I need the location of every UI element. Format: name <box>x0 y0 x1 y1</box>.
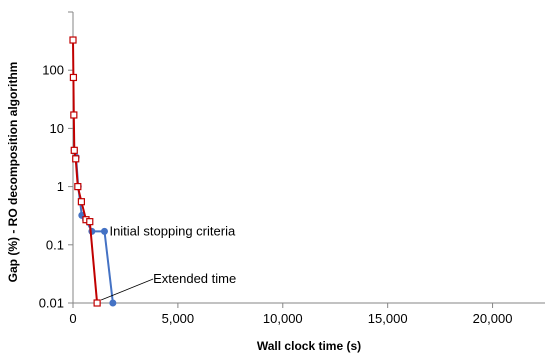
y-axis-ticks: 0.01 0.1 1 10 100 <box>39 11 73 311</box>
x-tick-label: 15,000 <box>368 311 408 326</box>
x-tick-label: 20,000 <box>473 311 513 326</box>
x-axis-title: Wall clock time (s) <box>257 339 361 353</box>
x-axis-ticks: 0 5,000 10,000 15,000 20,000 <box>69 303 512 326</box>
plot-area <box>72 12 545 304</box>
series-1-point <box>100 227 108 235</box>
series-2-point <box>69 36 77 44</box>
y-tick-label: 1 <box>57 179 64 194</box>
y-tick-label: 100 <box>42 63 64 78</box>
x-tick-label: 10,000 <box>263 311 303 326</box>
series-2-point <box>69 73 78 82</box>
y-tick-label: 10 <box>50 121 64 136</box>
annotation-extended-time: Extended time <box>153 271 236 286</box>
series-1-point <box>109 299 117 307</box>
series-2-point <box>70 111 78 119</box>
series-2-point <box>86 218 94 226</box>
series-2-point <box>70 146 78 154</box>
series-1-line <box>73 150 114 304</box>
x-tick-label: 0 <box>69 311 76 326</box>
series-2-point <box>77 198 85 206</box>
y-tick-label: 0.1 <box>46 237 64 252</box>
series-2-point <box>93 299 101 307</box>
series-layer <box>69 36 117 307</box>
annotations: Initial stopping criteria Extended time <box>100 223 236 301</box>
series-2-point <box>74 183 82 191</box>
series-2-point <box>72 155 80 163</box>
annotation-initial-stopping: Initial stopping criteria <box>109 223 235 238</box>
x-tick-label: 5,000 <box>162 311 195 326</box>
y-axis-title: Gap (%) - RO decomposition algorithm <box>6 62 20 283</box>
annotation-leader-line <box>100 278 154 301</box>
y-tick-label: 0.01 <box>39 296 64 311</box>
